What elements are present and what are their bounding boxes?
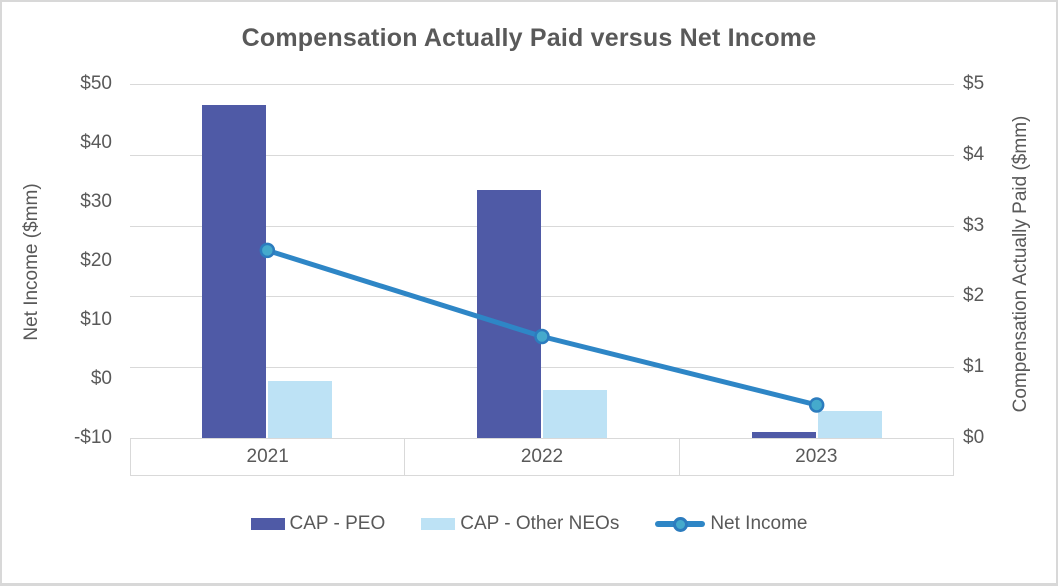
x-axis-label-2022: 2022 <box>405 439 680 475</box>
legend-item-cap-other-neos: CAP - Other NEOs <box>421 513 619 535</box>
right-axis-tick: $3 <box>963 214 985 236</box>
gridline <box>130 84 954 85</box>
gridline <box>130 367 954 369</box>
bar-cap-other-neos-2023 <box>817 411 882 438</box>
left-axis-tick: $30 <box>80 191 112 212</box>
net-income-marker-2023 <box>808 397 825 413</box>
right-axis-tick: $0 <box>963 427 985 448</box>
net-income-line-layer <box>259 242 825 413</box>
gridline <box>130 154 954 156</box>
left-axis-tick: $0 <box>90 368 112 389</box>
net-income-marker-2022 <box>534 328 550 345</box>
legend: CAP - PEO CAP - Other NEOs Net Income <box>2 509 1056 539</box>
x-axis-label-2021: 2021 <box>131 439 406 475</box>
net-income-marker-2021 <box>259 242 276 259</box>
x-axis-category-band: 2021 2022 2023 <box>130 438 954 476</box>
legend-line-marker-icon <box>655 516 706 532</box>
legend-item-cap-peo: CAP - PEO <box>250 513 386 535</box>
right-axis-tick: $2 <box>963 285 985 307</box>
x-axis-label-2023: 2023 <box>795 446 838 467</box>
left-axis-tick: $40 <box>80 132 112 153</box>
legend-label: Net Income <box>710 513 808 534</box>
legend-swatch-icon <box>250 518 285 530</box>
gridline <box>130 296 954 298</box>
gridline <box>130 225 954 227</box>
left-axis-tick: $50 <box>80 73 112 94</box>
bar-cap-peo-2022 <box>477 190 541 438</box>
legend-swatch-icon <box>421 518 456 530</box>
bar-cap-peo-2021 <box>202 105 267 438</box>
right-axis-tick: $1 <box>963 356 985 378</box>
chart-title: Compensation Actually Paid versus Net In… <box>241 24 817 52</box>
left-axis-tick: $10 <box>80 309 112 330</box>
left-axis-tick: $20 <box>80 250 112 271</box>
legend-item-net-income: Net Income <box>655 513 807 535</box>
right-axis-tick: $4 <box>963 143 985 165</box>
plot-area <box>130 84 954 438</box>
legend-marker-dot-icon <box>672 516 688 532</box>
net-income-line <box>266 247 818 408</box>
bar-cap-other-neos-2021 <box>268 381 333 438</box>
bar-cap-peo-2023 <box>751 432 816 438</box>
right-axis-tick: $5 <box>963 73 985 94</box>
bar-cap-other-neos-2022 <box>543 389 607 438</box>
legend-label: CAP - PEO <box>289 513 386 534</box>
left-axis-tick: -$10 <box>73 427 112 448</box>
legend-label: CAP - Other NEOs <box>460 513 620 534</box>
